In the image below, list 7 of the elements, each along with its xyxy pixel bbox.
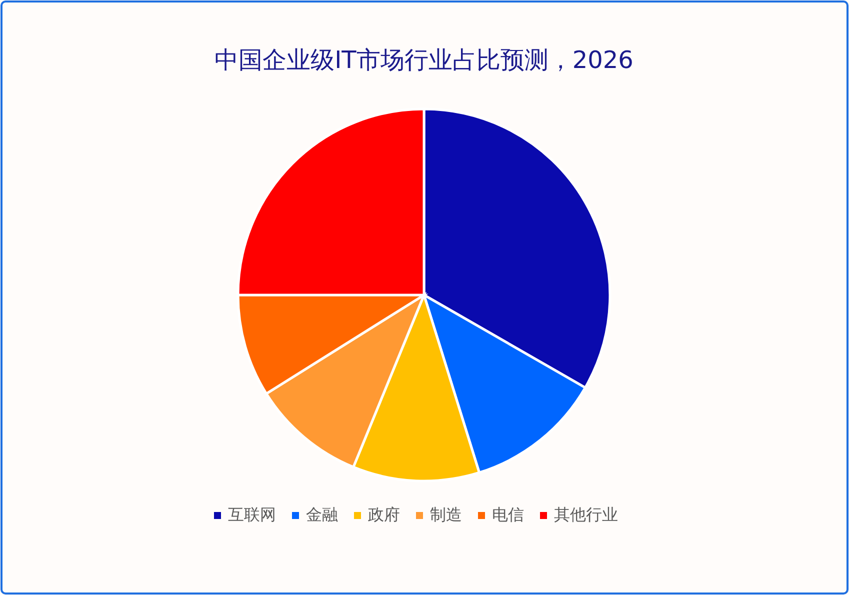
legend-label: 制造 [430,505,462,524]
chart-title: 中国企业级IT市场行业占比预测，2026 [214,46,634,74]
legend-label: 政府 [368,505,400,524]
legend-label: 其他行业 [554,505,618,524]
legend-label: 互联网 [228,505,276,524]
legend-label: 金融 [306,505,338,524]
legend-label: 电信 [492,505,524,524]
